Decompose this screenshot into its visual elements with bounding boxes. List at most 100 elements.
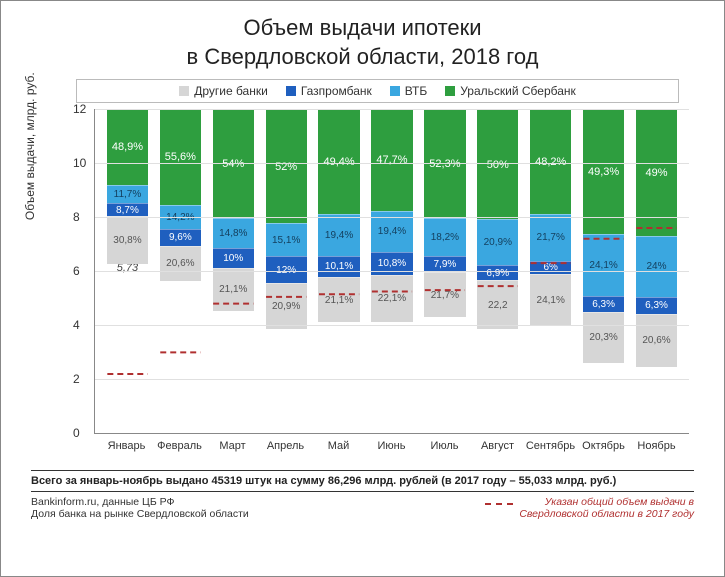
bar-segment-label: 21,1% <box>325 295 353 306</box>
bar-segment-label: 14,8% <box>219 228 247 239</box>
bar-segment-gazprom: 6,3% <box>583 296 624 312</box>
bar-segment-other: 30,8% <box>107 216 148 264</box>
x-axis-label: Сентябрь <box>524 436 577 464</box>
x-axis-label: Октябрь <box>577 436 630 464</box>
y-axis-label: Объем выдачи, млрд. руб. <box>23 72 37 220</box>
bar-stack: 22,2 6,9% 20,9% 50% <box>477 109 518 329</box>
x-axis-labels: ЯнварьФевральМартАпрельМайИюньИюльАвгуст… <box>94 436 689 464</box>
bar-segment-other: 21,7% <box>424 272 465 317</box>
bar-segment-gazprom: 6,9% <box>477 265 518 280</box>
bar-segment-gazprom: 10% <box>213 248 254 268</box>
title-line-1: Объем выдачи ипотеки <box>16 14 709 43</box>
bar-segment-vtb: 24,1% <box>583 234 624 295</box>
grid-line <box>95 379 689 380</box>
bar-segment-sber: 47,7% <box>371 109 412 210</box>
bar-segment-sber: 49,3% <box>583 109 624 234</box>
bar-segment-label: 6,3% <box>592 299 615 310</box>
bar-stack: 20,6%9,6%14,2%55,6% <box>160 109 201 281</box>
x-axis-label: Июнь <box>365 436 418 464</box>
trend-note: Указан общий объем выдачи в Свердловской… <box>485 496 694 520</box>
bar-segment-label: 21,7% <box>537 232 565 243</box>
bar-segment-sber: 50% <box>477 109 518 219</box>
x-axis-label: Январь <box>100 436 153 464</box>
bar-segment-label: 22,2 <box>488 300 507 311</box>
x-axis-label: Март <box>206 436 259 464</box>
title-line-2: в Свердловской области, 2018 год <box>16 43 709 72</box>
bar-segment-label: 21,1% <box>219 284 247 295</box>
plot-area: 5,7330,8%8,7%11,7%48,9%6,3620,6%9,6%14,2… <box>94 109 689 434</box>
legend-item-vtb: ВТБ <box>390 84 427 98</box>
bar-segment-label: 19,4% <box>378 226 406 237</box>
bar-segment-sber: 48,9% <box>107 109 148 185</box>
grid-line <box>95 163 689 164</box>
source-line-2: Доля банка на рынке Свердловской области <box>31 508 249 520</box>
footer-total: Всего за январь-ноябрь выдано 45319 штук… <box>31 470 694 492</box>
legend-swatch-sber <box>445 86 455 96</box>
bar-stack: 20,6%6,3%24%49% <box>636 109 677 366</box>
y-tick-label: 10 <box>73 156 86 170</box>
bar-segment-sber: 52% <box>266 109 307 223</box>
legend-item-sber: Уральский Сбербанк <box>445 84 576 98</box>
bar-segment-label: 48,2% <box>535 156 566 168</box>
bar-segment-label: 48,9% <box>112 141 143 153</box>
x-axis-label: Май <box>312 436 365 464</box>
bar-segment-vtb: 21,7% <box>530 214 571 261</box>
x-axis-label: Август <box>471 436 524 464</box>
grid-line <box>95 271 689 272</box>
chart-title: Объем выдачи ипотеки в Свердловской обла… <box>16 14 709 71</box>
bar-stack: 30,8% 8,7% 11,7% 48,9% <box>107 109 148 264</box>
bar-segment-label: 10% <box>223 253 243 264</box>
bar-stack: 21,1%10%14,8%54% <box>213 109 254 310</box>
bar-segment-label: 18,2% <box>431 232 459 243</box>
bar-segment-label: 8,7% <box>116 205 139 216</box>
legend: Другие банки Газпромбанк ВТБ Уральский С… <box>76 79 679 103</box>
bar-segment-vtb: 11,7% <box>107 185 148 203</box>
chart-area: Объем выдачи, млрд. руб. 5,7330,8%8,7%11… <box>70 109 689 464</box>
bar-segment-label: 55,6% <box>165 151 196 163</box>
bar-segment-label: 6,9% <box>486 268 509 279</box>
bar-segment-label: 49% <box>645 167 667 179</box>
bar-segment-label: 20,3% <box>589 332 617 343</box>
bar-segment-label: 15,1% <box>272 235 300 246</box>
y-tick-label: 12 <box>73 102 86 116</box>
bar-segment-other: 21,1% <box>318 277 359 322</box>
legend-swatch-gazprom <box>286 86 296 96</box>
y-tick-label: 0 <box>73 426 80 440</box>
bar-segment-gazprom: 7,9% <box>424 256 465 272</box>
legend-label-other: Другие банки <box>194 84 268 98</box>
bar-segment-other: 20,6% <box>636 314 677 367</box>
bar-segment-other: 22,1% <box>371 275 412 322</box>
y-tick-label: 8 <box>73 210 80 224</box>
bar-stack: 22,1%10,8%19,4%47,7% <box>371 109 412 322</box>
bar-segment-gazprom: 6,3% <box>636 297 677 313</box>
bar-segment-label: 50% <box>487 159 509 171</box>
bar-segment-label: 24,1% <box>537 295 565 306</box>
trend-dash-icon <box>485 503 513 505</box>
bar-segment-other: 22,2 <box>477 280 518 329</box>
bar-segment-vtb: 20,9% <box>477 219 518 265</box>
bar-segment-vtb: 19,4% <box>318 214 359 255</box>
bar-segment-label: 19,4% <box>325 230 353 241</box>
bar-segment-vtb: 18,2% <box>424 218 465 256</box>
bar-segment-gazprom: 10,1% <box>318 256 359 277</box>
y-tick-label: 2 <box>73 372 80 386</box>
trend-note-line-2: Свердловской области в 2017 году <box>519 508 694 520</box>
x-axis-label: Ноябрь <box>630 436 683 464</box>
y-tick-label: 6 <box>73 264 80 278</box>
bar-segment-sber: 55,6% <box>160 109 201 204</box>
bar-segment-label: 20,6% <box>642 335 670 346</box>
bar-segment-label: 20,9% <box>484 237 512 248</box>
bar-segment-sber: 49,4% <box>318 109 359 214</box>
bar-segment-gazprom: 12% <box>266 256 307 282</box>
bar-segment-gazprom: 8,7% <box>107 203 148 216</box>
bar-segment-label: 12% <box>276 265 296 276</box>
bar-segment-vtb: 15,1% <box>266 223 307 256</box>
bar-segment-other: 20,3% <box>583 312 624 364</box>
bar-segment-vtb: 14,8% <box>213 218 254 248</box>
bar-segment-label: 21,7% <box>431 290 459 301</box>
x-axis-label: Апрель <box>259 436 312 464</box>
grid-line <box>95 325 689 326</box>
bar-segment-label: 30,8% <box>113 235 141 246</box>
legend-item-gazprom: Газпромбанк <box>286 84 372 98</box>
bar-segment-label: 7,9% <box>433 259 456 270</box>
